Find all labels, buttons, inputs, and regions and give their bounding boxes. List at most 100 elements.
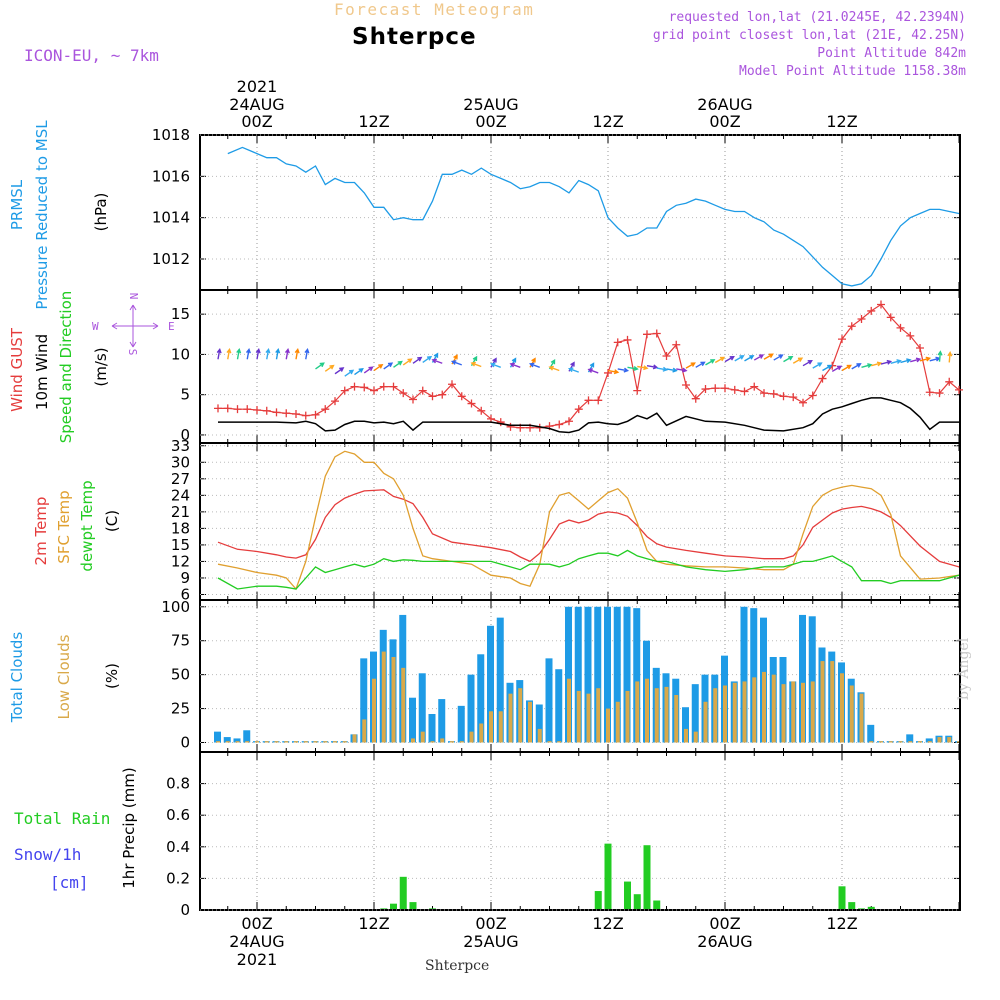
label-pressure-msl: Pressure Reduced to MSL xyxy=(33,120,51,310)
gust-marker xyxy=(779,392,788,401)
wind-direction-arrow xyxy=(861,363,873,368)
wind-direction-arrow xyxy=(666,367,678,373)
total-clouds-bar xyxy=(604,606,611,743)
low-clouds-bar xyxy=(303,741,308,743)
gust-marker xyxy=(925,388,934,397)
y-tick-label: 6 xyxy=(180,585,190,603)
total-clouds-bar xyxy=(682,707,689,743)
wind-direction-arrow xyxy=(637,365,649,371)
total-clouds-bar xyxy=(487,625,494,743)
total-clouds-bar xyxy=(623,606,631,743)
low-clouds-bar xyxy=(547,741,552,743)
wind-direction-arrow xyxy=(334,367,345,375)
wind-direction-arrow xyxy=(245,347,251,360)
wind-direction-arrow xyxy=(929,356,941,362)
low-clouds-bar xyxy=(859,693,864,743)
label-total-clouds: Total Clouds xyxy=(8,632,26,724)
wind-direction-arrow xyxy=(705,359,716,366)
low-clouds-bar xyxy=(830,661,835,743)
wind-direction-arrow xyxy=(676,367,688,373)
gust-marker xyxy=(253,405,261,414)
rain-bar xyxy=(594,891,602,909)
low-clouds-bar xyxy=(898,741,903,743)
y-tick-label: 1012 xyxy=(152,250,190,268)
top-tick-label: 12Z xyxy=(358,112,389,131)
wind-direction-arrow xyxy=(744,355,755,362)
wind-direction-arrow xyxy=(753,354,765,361)
y-tick-label: 0 xyxy=(180,426,190,444)
compass-rose: W E N S xyxy=(92,293,175,356)
low-clouds-bar xyxy=(625,690,630,743)
gust-marker xyxy=(370,386,378,395)
gust-marker xyxy=(350,382,359,391)
wind-direction-arrow xyxy=(792,357,804,364)
wind-direction-arrow xyxy=(344,369,355,377)
wind-direction-arrow xyxy=(783,355,794,363)
top-tick-label: 12Z xyxy=(592,112,623,131)
y-tick-label: 27 xyxy=(171,470,190,488)
rain-bar xyxy=(867,906,875,909)
total-clouds-bar xyxy=(613,606,621,743)
low-clouds-bar xyxy=(742,681,747,743)
gust-marker xyxy=(477,406,486,415)
gust-marker xyxy=(955,385,963,394)
low-clouds-bar xyxy=(333,741,337,743)
label-10m-wind: 10m Wind xyxy=(33,334,51,410)
top-tick-label: 00Z xyxy=(475,112,506,131)
label-snow: Snow/1h xyxy=(14,845,81,864)
total-clouds-bar xyxy=(360,658,368,743)
rain-bar xyxy=(643,845,651,909)
gust-marker xyxy=(301,411,310,420)
compass-w: W xyxy=(92,320,99,333)
low-clouds-bar xyxy=(479,723,484,743)
gust-marker xyxy=(906,331,915,340)
wind-direction-arrow xyxy=(450,360,462,366)
wind-direction-arrow xyxy=(880,359,893,365)
gust-marker xyxy=(799,398,807,407)
total-clouds-bar xyxy=(594,606,602,743)
total-clouds-bar xyxy=(438,699,446,743)
model-point-altitude: Model Point Altitude 1158.38m xyxy=(739,64,966,79)
low-clouds-bar xyxy=(947,737,952,743)
y-tick-label: 0.8 xyxy=(166,775,190,793)
gust-marker xyxy=(457,392,466,401)
compass-arrows xyxy=(111,304,159,348)
wind-direction-arrow xyxy=(402,358,413,366)
gust-marker xyxy=(399,389,408,398)
wind-direction-arrow xyxy=(304,347,310,360)
rain-bar xyxy=(633,894,641,909)
low-clouds-bar xyxy=(908,741,913,743)
gust-marker xyxy=(750,382,759,391)
top-tick-label: 26AUG xyxy=(697,95,752,114)
wind-direction-arrow xyxy=(685,362,696,369)
rain-bar xyxy=(390,903,397,909)
gust-marker xyxy=(623,335,632,344)
panel-4: 0 25 50 75 100 xyxy=(161,598,961,753)
gust-marker xyxy=(379,382,388,391)
low-clouds-bar xyxy=(391,657,396,743)
low-clouds-bar xyxy=(781,684,786,743)
wind-direction-arrow xyxy=(714,356,726,364)
label-precip-mm: 1hr Precip (mm) xyxy=(120,767,138,888)
temp-2m-line xyxy=(217,489,959,568)
low-clouds-bar xyxy=(294,741,298,743)
point-altitude: Point Altitude 842m xyxy=(817,46,966,61)
gust-marker xyxy=(867,306,876,315)
low-clouds-bar xyxy=(801,682,805,743)
y-tick-label: 1016 xyxy=(152,167,190,185)
gust-marker xyxy=(847,322,856,331)
low-clouds-bar xyxy=(245,741,250,743)
label-ms: (m/s) xyxy=(92,347,110,386)
label-speed-direction: Speed and Direction xyxy=(57,291,75,444)
low-clouds-bar xyxy=(664,686,669,743)
top-tick-label: 25AUG xyxy=(463,95,518,114)
low-clouds-bar xyxy=(762,671,766,743)
total-clouds-bar xyxy=(750,608,758,743)
bottom-tick-label: 26AUG xyxy=(697,932,752,951)
wind-direction-arrow xyxy=(363,366,374,374)
wind-direction-arrow xyxy=(489,362,501,368)
y-tick-label: 33 xyxy=(171,437,190,455)
low-clouds-bar xyxy=(430,741,435,743)
label-hpa: (hPa) xyxy=(92,193,110,232)
